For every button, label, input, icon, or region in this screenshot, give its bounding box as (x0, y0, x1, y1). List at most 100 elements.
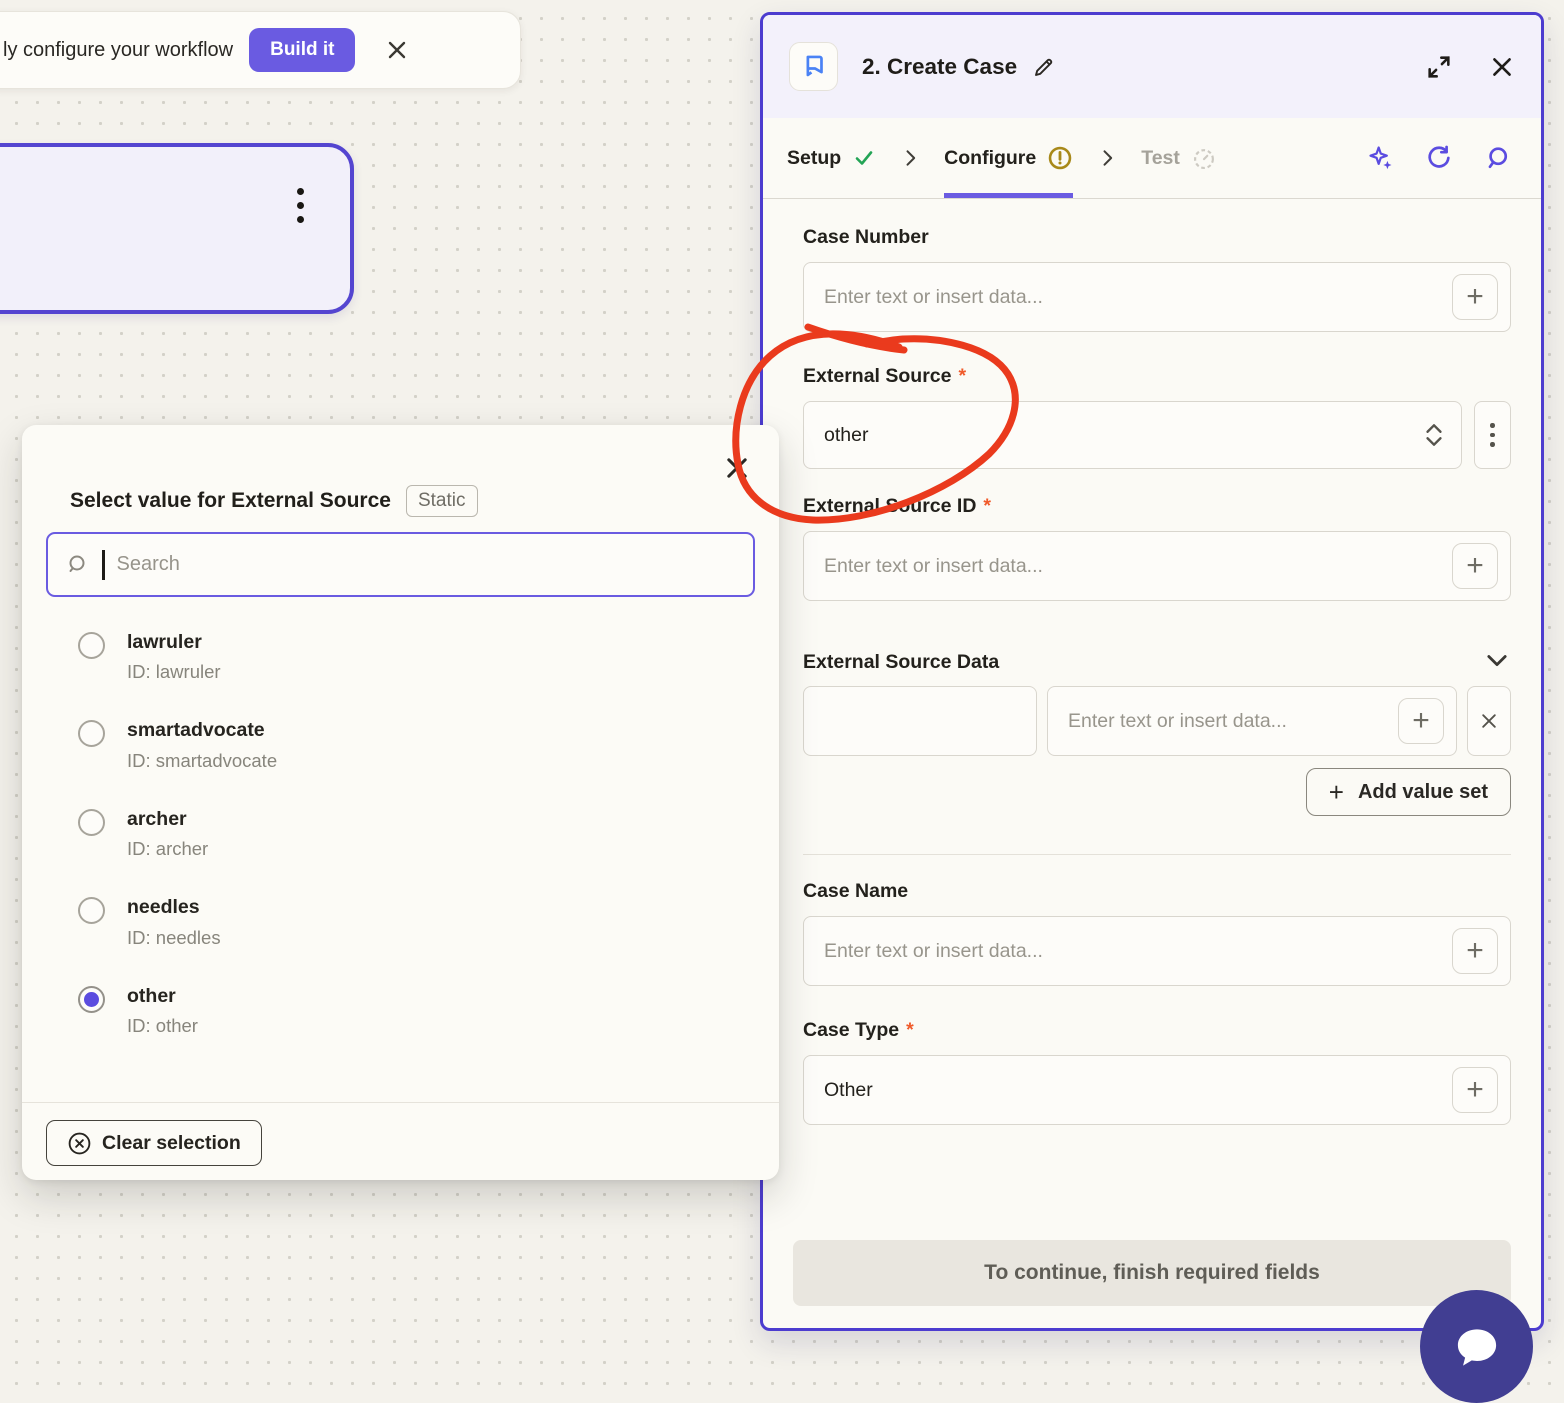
case-type-label: Case Type (803, 1019, 900, 1041)
radio-icon[interactable] (78, 808, 105, 836)
build-it-button[interactable]: Build it (249, 28, 356, 72)
required-asterisk: * (983, 495, 991, 517)
speech-bubble-icon (1457, 1328, 1496, 1366)
option-needles[interactable]: needles ID: needles (78, 896, 749, 948)
expand-icon[interactable] (1425, 53, 1453, 81)
option-id: ID: archer (127, 838, 209, 860)
option-other[interactable]: other ID: other (78, 985, 749, 1037)
warning-icon (1048, 146, 1072, 170)
case-name-label: Case Name (803, 880, 909, 902)
clear-circle-x-icon (68, 1132, 91, 1154)
kebab-menu-icon[interactable] (297, 188, 304, 223)
workflow-node-card[interactable] (0, 143, 354, 314)
radio-icon[interactable] (78, 897, 105, 925)
tab-test[interactable]: Test (1141, 118, 1217, 198)
case-type-input[interactable]: + (803, 1055, 1511, 1125)
external-source-value: other (824, 423, 869, 446)
stepper-chevrons-icon (1426, 424, 1442, 446)
case-name-input[interactable]: + (803, 916, 1511, 986)
chevron-down-icon[interactable] (1483, 646, 1511, 674)
option-label: archer (127, 807, 187, 830)
ai-sparkle-icon[interactable] (1367, 144, 1395, 172)
tab-configure[interactable]: Configure (944, 118, 1074, 198)
close-icon[interactable] (723, 454, 751, 482)
option-id: ID: smartadvocate (127, 749, 278, 771)
tab-setup[interactable]: Setup (787, 118, 876, 198)
external-source-id-field[interactable] (824, 554, 1452, 578)
option-label: lawruler (127, 631, 202, 653)
radio-selected-icon[interactable] (78, 985, 105, 1013)
value-set-value-input[interactable]: + (1047, 686, 1457, 756)
select-value-dialog: Select value for External Source Static … (22, 425, 779, 1180)
external-source-id-input[interactable]: + (803, 531, 1511, 601)
search-input-field[interactable] (116, 553, 735, 576)
field-options-kebab-icon[interactable] (1474, 401, 1511, 469)
insert-data-plus-icon[interactable]: + (1452, 543, 1498, 589)
option-label: smartadvocate (127, 719, 265, 742)
option-label: other (127, 984, 176, 1007)
plus-icon: + (1328, 777, 1344, 807)
refresh-icon[interactable] (1425, 144, 1453, 172)
app-icon (789, 42, 838, 91)
option-smartadvocate[interactable]: smartadvocate ID: smartadvocate (78, 719, 749, 771)
configure-form: Case Number + External Source * other Ex (763, 226, 1541, 1125)
case-name-field[interactable] (824, 939, 1452, 963)
clear-selection-button[interactable]: Clear selection (46, 1120, 262, 1166)
banner-text: ly configure your workflow (3, 38, 234, 61)
static-badge: Static (405, 485, 478, 517)
tab-label: Test (1141, 146, 1180, 169)
option-id: ID: lawruler (127, 661, 221, 683)
tab-label: Configure (944, 146, 1037, 169)
search-input[interactable] (46, 532, 755, 597)
radio-icon[interactable] (78, 632, 105, 659)
radio-icon[interactable] (78, 720, 105, 748)
x-icon (1482, 714, 1496, 728)
add-value-set-button[interactable]: + Add value set (1305, 768, 1511, 816)
close-icon[interactable] (385, 38, 409, 62)
tab-label: Setup (787, 146, 842, 169)
external-source-label: External Source (803, 365, 952, 387)
option-lawruler[interactable]: lawruler ID: lawruler (78, 631, 749, 683)
step-config-panel: 2. Create Case Setup Configure (760, 12, 1544, 1331)
value-set-key-input[interactable] (803, 686, 1037, 756)
case-type-field[interactable] (824, 1078, 1452, 1102)
step-title: 2. Create Case (862, 53, 1018, 79)
option-archer[interactable]: archer ID: archer (78, 808, 749, 860)
divider (803, 854, 1511, 855)
help-chat-button[interactable] (1420, 1290, 1533, 1403)
step-tabs: Setup Configure Test (763, 118, 1541, 199)
clear-selection-label: Clear selection (102, 1131, 241, 1154)
search-icon (69, 555, 85, 572)
required-asterisk: * (958, 365, 967, 387)
add-value-set-label: Add value set (1357, 780, 1488, 803)
chevron-right-icon (900, 118, 920, 198)
continue-disabled-button[interactable]: To continue, finish required fields (793, 1240, 1511, 1306)
external-source-data-label: External Source Data (803, 651, 1000, 673)
build-workflow-banner: ly configure your workflow Build it (0, 11, 521, 89)
panel-header: 2. Create Case (763, 15, 1541, 118)
required-asterisk: * (906, 1019, 914, 1041)
case-number-input[interactable]: + (803, 262, 1511, 332)
insert-data-plus-icon[interactable]: + (1452, 1067, 1498, 1113)
case-number-field[interactable] (824, 285, 1452, 309)
chevron-right-icon (1097, 118, 1117, 198)
case-number-label: Case Number (803, 226, 929, 248)
search-icon[interactable] (1483, 144, 1511, 172)
external-source-select[interactable]: other (803, 401, 1462, 469)
edit-pencil-icon[interactable] (1032, 55, 1056, 79)
option-id: ID: needles (127, 926, 221, 948)
insert-data-plus-icon[interactable]: + (1398, 698, 1444, 744)
option-label: needles (127, 896, 200, 919)
dialog-title: Select value for External Source (70, 489, 391, 512)
remove-value-set-button[interactable] (1467, 686, 1511, 756)
option-list: lawruler ID: lawruler smartadvocate ID: … (78, 631, 749, 1073)
timer-icon (1193, 149, 1214, 170)
insert-data-plus-icon[interactable]: + (1452, 928, 1498, 974)
check-icon (855, 151, 873, 165)
insert-data-plus-icon[interactable]: + (1452, 274, 1498, 320)
external-source-id-label: External Source ID (803, 495, 977, 517)
text-cursor (102, 549, 105, 580)
value-set-value-field[interactable] (1068, 709, 1398, 733)
option-id: ID: other (127, 1014, 198, 1036)
close-icon[interactable] (1489, 54, 1515, 80)
